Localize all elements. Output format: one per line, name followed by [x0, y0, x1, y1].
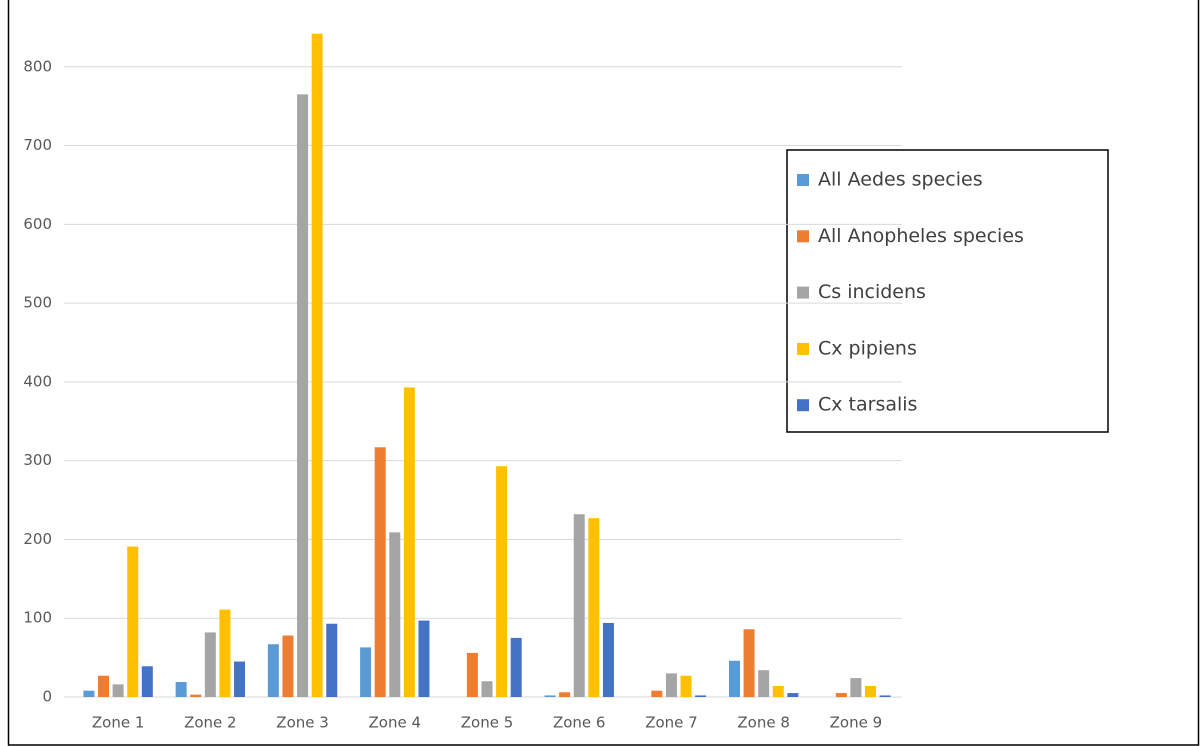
x-tick-label: Zone 9	[830, 714, 883, 732]
bar	[190, 694, 202, 697]
y-tick-label: 600	[23, 215, 52, 233]
x-tick-label: Zone 2	[184, 714, 237, 732]
x-tick-label: Zone 4	[369, 714, 422, 732]
legend-swatch	[797, 230, 809, 243]
bar	[83, 690, 95, 697]
x-tick-label: Zone 1	[92, 714, 145, 732]
bar	[389, 532, 401, 697]
legend-label: All Anopheles species	[818, 225, 1024, 247]
bar	[588, 518, 600, 697]
legend-box	[786, 149, 1109, 433]
bar	[403, 387, 415, 697]
bar	[282, 635, 294, 697]
x-tick-label: Zone 6	[553, 714, 606, 732]
legend-swatch	[797, 399, 809, 412]
x-tick-label: Zone 8	[737, 714, 790, 732]
bar	[850, 678, 862, 697]
bar	[466, 652, 478, 697]
bar	[879, 695, 891, 697]
bar	[267, 644, 279, 697]
bar	[665, 673, 677, 697]
bar	[864, 685, 876, 697]
y-tick-label: 100	[23, 609, 52, 627]
legend-label: Cx pipiens	[818, 337, 917, 359]
legend-label: Cs incidens	[818, 281, 926, 303]
bar	[772, 685, 784, 697]
bar	[573, 514, 585, 697]
y-tick-label: 0	[42, 688, 52, 706]
bar	[651, 690, 663, 697]
bar	[112, 684, 124, 697]
x-tick-label: Zone 5	[461, 714, 514, 732]
bar	[510, 637, 522, 697]
y-tick-label: 400	[23, 372, 52, 390]
bar	[835, 693, 847, 697]
bar	[695, 695, 707, 697]
chart-border	[7, 0, 1200, 746]
bar	[98, 675, 110, 697]
bar	[544, 695, 556, 697]
y-tick-label: 800	[23, 57, 52, 75]
bar	[374, 447, 386, 697]
bar	[743, 629, 755, 697]
bar	[418, 620, 430, 697]
bar	[311, 33, 323, 698]
bar	[758, 670, 770, 697]
bar	[360, 647, 372, 697]
y-tick-label: 200	[23, 530, 52, 548]
legend-swatch	[797, 174, 809, 186]
bar	[481, 681, 493, 697]
bar	[602, 622, 614, 697]
bar	[496, 466, 508, 697]
x-tick-label: Zone 3	[276, 714, 329, 732]
legend-label: Cx tarsalis	[818, 394, 917, 416]
bar	[234, 661, 246, 697]
bar	[204, 632, 216, 697]
bar	[559, 692, 571, 697]
bar	[127, 546, 139, 697]
legend-swatch	[797, 286, 809, 299]
bar	[728, 660, 740, 697]
bar	[787, 693, 799, 697]
x-tick-label: Zone 7	[645, 714, 698, 732]
legend-swatch	[797, 342, 809, 355]
y-tick-label: 300	[23, 451, 52, 469]
bar	[141, 666, 153, 697]
bar	[175, 682, 187, 697]
bar	[680, 675, 692, 697]
bar	[326, 623, 338, 697]
y-tick-label: 700	[23, 136, 52, 154]
bar	[297, 94, 309, 698]
legend-label: All Aedes species	[818, 169, 983, 191]
bar	[219, 609, 231, 697]
y-tick-label: 500	[23, 294, 52, 312]
